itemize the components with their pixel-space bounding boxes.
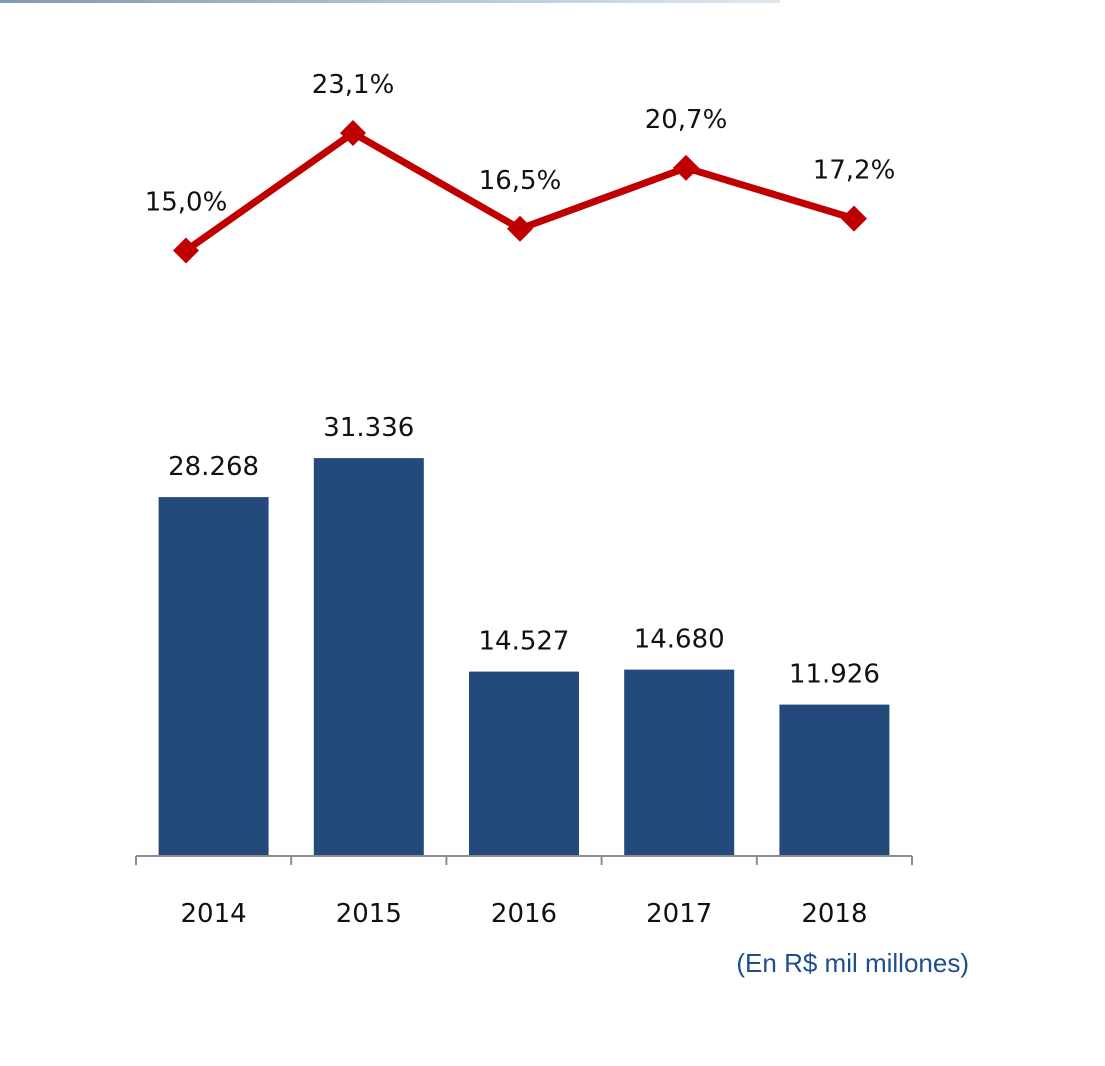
bar-2018 bbox=[779, 704, 890, 856]
x-tick-label-2018: 2018 bbox=[801, 899, 867, 929]
bar-labels-layer: 28.268 31.336 14.527 14.680 11.926 bbox=[168, 413, 880, 689]
bar-2016 bbox=[469, 671, 579, 856]
bar-value-label-2018: 11.926 bbox=[789, 660, 880, 690]
bars-layer bbox=[158, 458, 890, 856]
x-axis: 2014 2015 2016 2017 2018 bbox=[135, 855, 913, 929]
x-tick-label-2017: 2017 bbox=[646, 899, 712, 929]
line-marker-2017 bbox=[673, 154, 699, 181]
line-marker-2018 bbox=[841, 205, 867, 232]
x-tick-label-2015: 2015 bbox=[336, 899, 402, 929]
bar-2014 bbox=[158, 497, 269, 856]
x-tick-label-2014: 2014 bbox=[181, 899, 247, 929]
unit-note: (En R$ mil millones) bbox=[736, 948, 969, 978]
line-value-label-2018: 17,2% bbox=[813, 156, 896, 186]
line-layer bbox=[173, 120, 867, 264]
bar-value-label-2016: 14.527 bbox=[479, 627, 570, 657]
bar-2017 bbox=[624, 669, 735, 856]
bar-value-label-2014: 28.268 bbox=[168, 452, 259, 482]
bar-value-label-2015: 31.336 bbox=[323, 413, 414, 443]
bar-2015 bbox=[313, 458, 424, 856]
bar-value-label-2017: 14.680 bbox=[634, 625, 725, 655]
x-tick-label-2016: 2016 bbox=[491, 899, 557, 929]
line-value-label-2016: 16,5% bbox=[479, 166, 562, 196]
line-value-label-2015: 23,1% bbox=[312, 70, 395, 100]
line-marker-2015 bbox=[340, 120, 366, 146]
line-value-label-2017: 20,7% bbox=[645, 105, 728, 135]
line-labels-layer: 15,0% 23,1% 16,5% 20,7% 17,2% bbox=[145, 70, 896, 218]
line-marker-2016 bbox=[507, 215, 533, 242]
top-rule bbox=[0, 0, 780, 3]
line-marker-2014 bbox=[173, 237, 199, 264]
line-value-label-2014: 15,0% bbox=[145, 188, 228, 218]
